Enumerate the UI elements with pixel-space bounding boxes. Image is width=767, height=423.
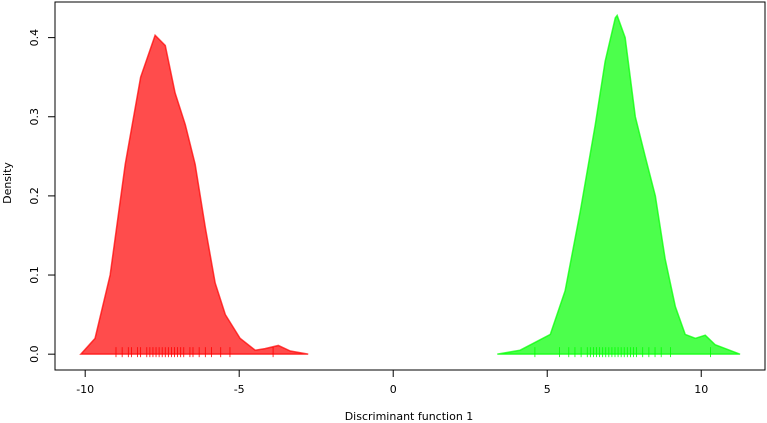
- y-tick-label: 0.1: [28, 266, 41, 284]
- y-tick-label: 0.2: [28, 187, 41, 205]
- plot-frame: [54, 1, 766, 371]
- density-area: [79, 33, 309, 355]
- y-tick-label: 0.3: [28, 108, 41, 126]
- x-tick-label: 10: [694, 383, 708, 396]
- y-axis-label: Density: [1, 162, 14, 204]
- y-tick-label: 0.4: [28, 29, 41, 47]
- density-area: [497, 13, 741, 355]
- x-tick-label: -5: [234, 383, 245, 396]
- x-tick-label: 5: [544, 383, 551, 396]
- y-tick-label: 0.0: [28, 345, 41, 363]
- x-axis-label: Discriminant function 1: [345, 410, 474, 423]
- x-tick-label: 0: [390, 383, 397, 396]
- x-tick-label: -10: [76, 383, 94, 396]
